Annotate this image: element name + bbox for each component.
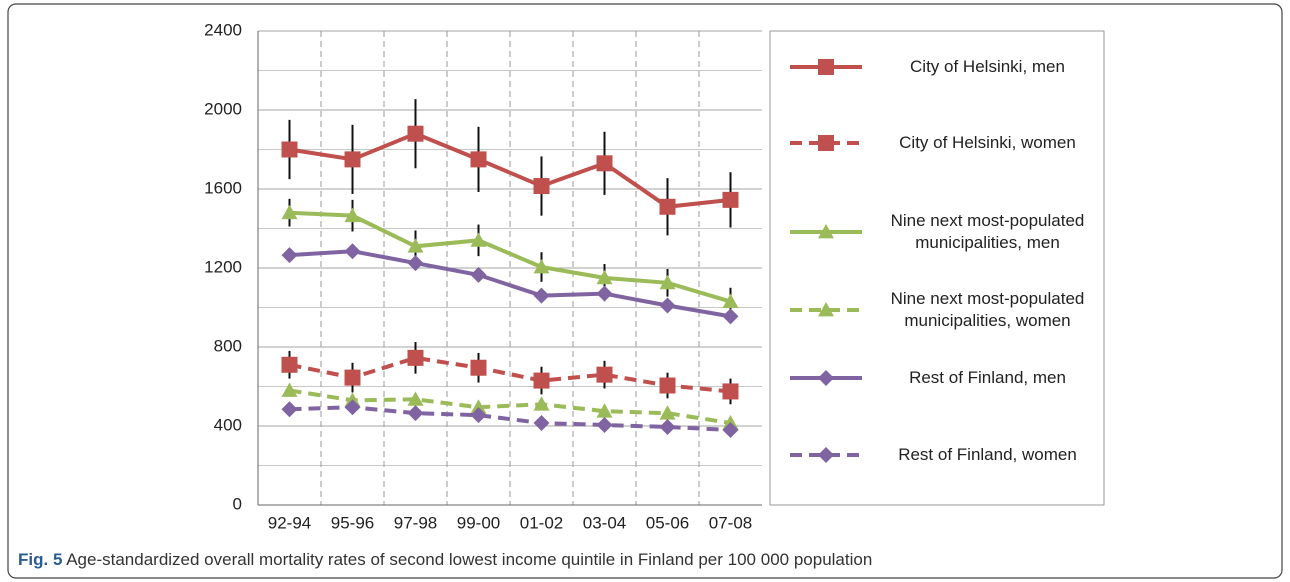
series-line — [289, 405, 731, 432]
marker — [470, 266, 487, 283]
legend-label: Nine next most-populated municipalities,… — [890, 289, 1085, 330]
legend-marker — [818, 302, 834, 317]
marker — [722, 383, 739, 400]
marker — [344, 207, 361, 223]
caption-label: Fig. 5 — [18, 550, 63, 569]
legend-label: Rest of Finland, men — [909, 368, 1066, 387]
y-tick-label: 800 — [214, 336, 242, 355]
y-tick-label: 2400 — [204, 20, 242, 39]
legend-marker — [818, 447, 834, 463]
series-line — [289, 388, 731, 426]
marker — [344, 151, 361, 168]
x-tick-label: 97-98 — [394, 513, 437, 532]
marker — [659, 377, 676, 394]
marker — [407, 349, 424, 366]
x-tick-label: 07-08 — [709, 513, 752, 532]
legend-marker — [818, 135, 834, 151]
marker — [281, 204, 298, 220]
marker — [596, 403, 613, 418]
legend-marker — [818, 370, 834, 386]
legend-label: Nine next most-populated municipalities,… — [890, 211, 1085, 252]
marker — [470, 232, 487, 247]
series-line — [289, 249, 731, 319]
y-tick-label: 0 — [233, 494, 242, 513]
marker — [533, 415, 550, 432]
marker — [407, 405, 424, 422]
marker — [281, 247, 298, 264]
marker — [407, 125, 424, 142]
marker — [596, 269, 613, 285]
y-tick-label: 1600 — [204, 178, 242, 197]
series-line — [289, 210, 732, 304]
marker — [470, 151, 487, 168]
marker — [659, 405, 676, 420]
y-tick-label: 1200 — [204, 257, 242, 276]
marker — [344, 399, 361, 416]
marker — [470, 407, 487, 424]
legend-label: City of Helsinki, women — [899, 133, 1076, 152]
marker — [407, 391, 424, 406]
marker — [533, 396, 550, 411]
x-tick-label: 92-94 — [268, 513, 311, 532]
marker — [533, 287, 550, 304]
marker — [533, 178, 550, 195]
marker — [596, 417, 613, 434]
series-line — [289, 131, 731, 209]
marker — [659, 418, 676, 435]
y-tick-label: 2000 — [204, 99, 242, 118]
frame — [7, 3, 1283, 579]
x-tick-label: 03-04 — [583, 513, 626, 532]
marker — [722, 293, 739, 308]
marker — [596, 366, 613, 383]
caption: Fig. 5 Age-standardized overall mortalit… — [18, 550, 872, 570]
marker — [596, 285, 613, 302]
marker — [470, 399, 487, 414]
marker — [722, 421, 739, 438]
marker — [722, 308, 739, 325]
x-tick-label: 99-00 — [457, 513, 500, 532]
marker — [281, 382, 298, 397]
caption-text: Age-standardized overall mortality rates… — [66, 550, 873, 569]
y-tick-label: 400 — [214, 415, 242, 434]
marker — [344, 243, 361, 260]
marker — [659, 297, 676, 314]
marker — [407, 255, 424, 272]
legend-marker — [818, 224, 834, 239]
legend-marker — [818, 59, 834, 75]
marker — [407, 238, 424, 253]
legend-box — [769, 30, 1105, 506]
marker — [596, 155, 613, 172]
legend-label: Rest of Finland, women — [898, 445, 1077, 464]
marker — [659, 274, 676, 290]
marker — [533, 372, 550, 389]
x-tick-label: 95-96 — [331, 513, 374, 532]
marker — [722, 191, 739, 208]
x-tick-label: 01-02 — [520, 513, 563, 532]
marker — [281, 401, 298, 418]
marker — [344, 369, 361, 386]
marker — [281, 356, 298, 373]
marker — [533, 259, 550, 274]
marker — [470, 359, 487, 376]
marker — [659, 198, 676, 215]
legend-label: City of Helsinki, men — [910, 57, 1065, 76]
x-tick-label: 05-06 — [646, 513, 689, 532]
marker — [281, 141, 298, 158]
